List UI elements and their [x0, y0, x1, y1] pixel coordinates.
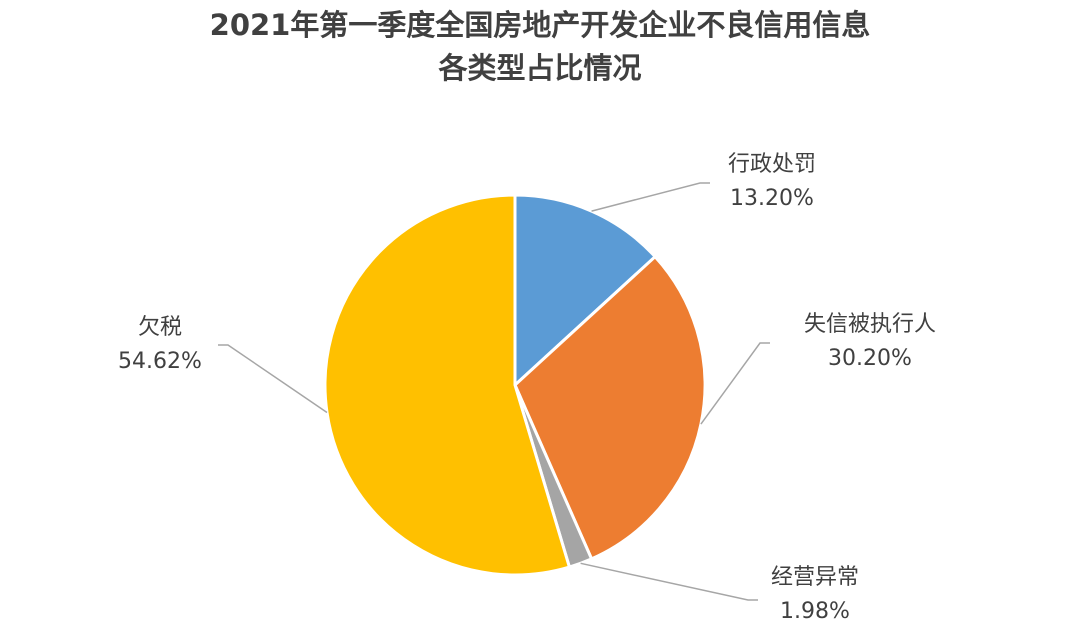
leader-line [700, 342, 770, 425]
pie-slice [323, 193, 572, 577]
leader-line [591, 182, 710, 212]
slice-value: 54.62% [118, 349, 202, 374]
pie-slice [513, 254, 707, 561]
slice-value: 30.20% [828, 346, 912, 371]
slice-label: 经营异常 [771, 565, 859, 590]
slice-label: 失信被执行人 [804, 312, 936, 337]
slice-label: 欠税 [138, 315, 182, 340]
chart-title: 2021年第一季度全国房地产开发企业不良信用信息 [210, 8, 871, 42]
chart-title: 各类型占比情况 [437, 51, 641, 85]
slice-value: 1.98% [780, 599, 850, 624]
leader-line [580, 562, 758, 601]
slice-value: 13.20% [730, 186, 814, 211]
slice-label: 行政处罚 [728, 152, 816, 177]
leader-line [218, 344, 328, 414]
